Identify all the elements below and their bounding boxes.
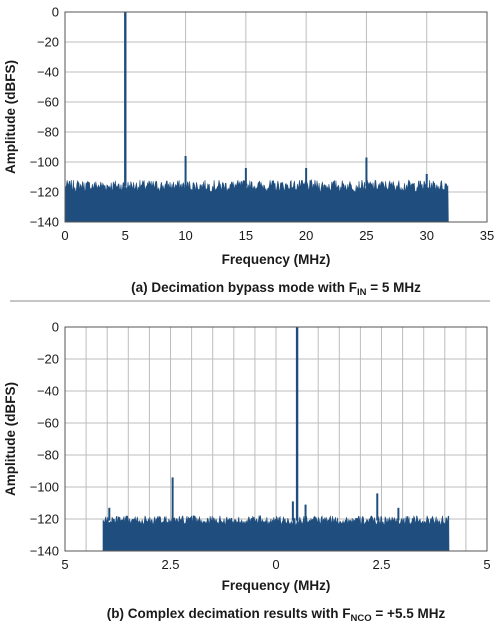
chart-a-xtick-label: 15 bbox=[239, 228, 253, 243]
chart-a-xtick-label: 30 bbox=[419, 228, 433, 243]
chart-b-ytick-label: −140 bbox=[30, 544, 59, 559]
chart-a-ytick-label: −60 bbox=[37, 95, 59, 110]
chart-b-xlabel: Frequency (MHz) bbox=[222, 578, 331, 593]
chart-b-ytick-label: 0 bbox=[52, 320, 59, 335]
chart-a-xtick-label: 10 bbox=[178, 228, 192, 243]
chart-b-ytick-label: −60 bbox=[37, 416, 59, 431]
chart-a-plot-frame bbox=[64, 11, 488, 223]
chart-a-caption: (a) Decimation bypass mode with FIN = 5 … bbox=[131, 280, 421, 298]
chart-a-xtick-label: 0 bbox=[61, 228, 68, 243]
chart-a-ylabel: Amplitude (dBFS) bbox=[3, 60, 18, 174]
chart-a-xtick-label: 25 bbox=[359, 228, 373, 243]
chart-b-plot-frame bbox=[64, 326, 488, 552]
chart-a-xlabel: Frequency (MHz) bbox=[222, 252, 331, 267]
chart-b-xtick-label: 0 bbox=[272, 557, 279, 572]
chart-a-xtick-label: 20 bbox=[299, 228, 313, 243]
chart-b-ytick-label: −80 bbox=[37, 448, 59, 463]
chart-b-xtick-label: 5 bbox=[61, 557, 68, 572]
chart-b-ylabel: Amplitude (dBFS) bbox=[3, 382, 18, 496]
chart-b: Amplitude (dBFS) Frequency (MHz) (b) Com… bbox=[3, 320, 491, 625]
chart-a-xtick-label: 35 bbox=[480, 228, 494, 243]
chart-a: Amplitude (dBFS) Frequency (MHz) (a) Dec… bbox=[3, 5, 494, 299]
chart-a-ytick-label: −100 bbox=[30, 155, 59, 170]
chart-b-ytick-label: −100 bbox=[30, 480, 59, 495]
chart-a-noise-floor bbox=[64, 178, 449, 223]
chart-a-ytick-label: 0 bbox=[52, 5, 59, 20]
chart-a-ytick-label: −40 bbox=[37, 65, 59, 80]
chart-b-xtick-label: 2.5 bbox=[161, 557, 179, 572]
chart-b-xtick-label: 5 bbox=[483, 557, 490, 572]
chart-b-ytick-label: −40 bbox=[37, 384, 59, 399]
chart-a-xtick-label: 5 bbox=[122, 228, 129, 243]
chart-b-ytick-label: −20 bbox=[37, 352, 59, 367]
chart-b-xtick-label: 2.5 bbox=[372, 557, 390, 572]
chart-a-ytick-label: −20 bbox=[37, 35, 59, 50]
chart-b-ytick-label: −120 bbox=[30, 512, 59, 527]
chart-a-ytick-label: −140 bbox=[30, 215, 59, 230]
chart-b-noise-floor bbox=[102, 514, 450, 552]
chart-b-caption: (b) Complex decimation results with FNCO… bbox=[107, 606, 446, 624]
chart-a-ytick-label: −120 bbox=[30, 185, 59, 200]
chart-a-ytick-label: −80 bbox=[37, 125, 59, 140]
